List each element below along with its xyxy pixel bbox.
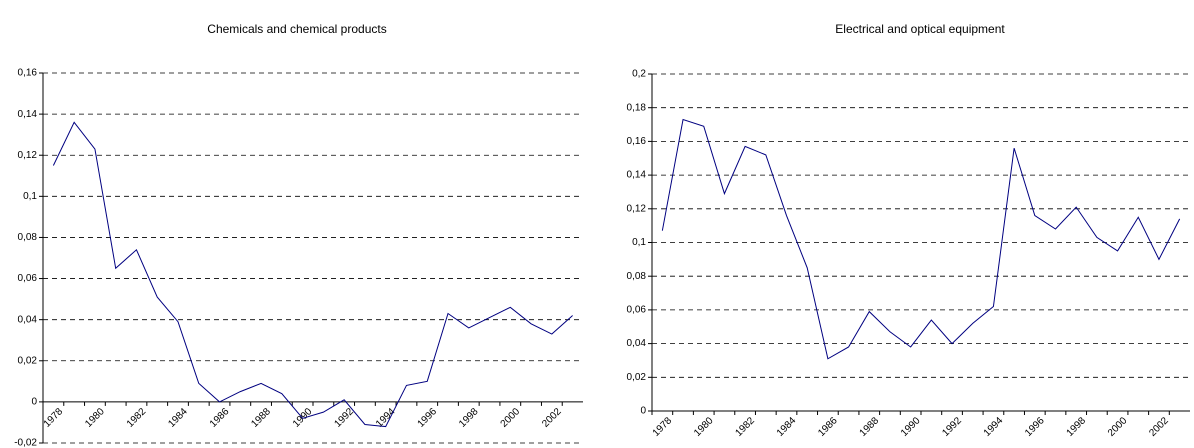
x-tick-label: 1986: [208, 406, 232, 430]
y-tick-label: 0,06: [627, 305, 647, 316]
y-tick-label: 0,08: [18, 232, 38, 243]
y-tick-label: 0: [31, 397, 37, 408]
y-tick-label: 0,12: [627, 203, 647, 214]
y-tick-label: -0,02: [14, 438, 37, 448]
x-tick-label: 1988: [249, 406, 273, 430]
x-tick-label: 1982: [125, 406, 149, 430]
x-tick-label: 1988: [858, 415, 882, 439]
y-tick-label: 0,16: [18, 68, 38, 79]
x-tick-label: 1978: [42, 406, 66, 430]
data-line: [52, 121, 573, 428]
x-tick-label: 1996: [416, 406, 440, 430]
chart-title: Electrical and optical equipment: [835, 22, 1005, 36]
x-tick-label: 2002: [1147, 415, 1171, 439]
y-tick-label: 0,02: [627, 372, 647, 383]
x-tick-label: 2000: [1106, 415, 1130, 439]
x-tick-label: 1982: [733, 415, 757, 439]
x-tick-label: 1984: [166, 406, 190, 430]
y-tick-label: 0,04: [18, 314, 38, 325]
x-tick-label: 1996: [1023, 415, 1047, 439]
x-tick-label: 1994: [982, 415, 1006, 439]
x-tick-label: 1980: [83, 406, 107, 430]
data-line: [661, 118, 1181, 360]
y-tick-label: 0,06: [18, 273, 38, 284]
y-tick-label: 0,1: [632, 237, 646, 248]
x-tick-label: 1984: [775, 415, 799, 439]
y-tick-label: 0,16: [627, 136, 647, 147]
y-tick-label: 0,12: [18, 150, 38, 161]
y-tick-label: 0,14: [18, 109, 38, 120]
y-tick-label: 0,14: [627, 170, 647, 181]
x-tick-label: 1990: [899, 415, 923, 439]
x-tick-label: 1986: [816, 415, 840, 439]
y-tick-label: 0,1: [23, 191, 37, 202]
y-tick-label: 0: [640, 406, 646, 417]
chart-title: Chemicals and chemical products: [207, 22, 386, 36]
x-tick-label: 2000: [499, 406, 523, 430]
x-tick-label: 1998: [457, 406, 481, 430]
x-tick-label: 1980: [692, 415, 716, 439]
x-tick-label: 2002: [540, 406, 564, 430]
x-tick-label: 1998: [1065, 415, 1089, 439]
y-tick-label: 0,08: [627, 271, 647, 282]
y-tick-label: 0,2: [632, 69, 646, 80]
x-tick-label: 1978: [651, 415, 675, 439]
y-tick-label: 0,18: [627, 102, 647, 113]
y-tick-label: 0,04: [627, 338, 647, 349]
x-tick-label: 1992: [940, 415, 964, 439]
y-tick-label: 0,02: [18, 355, 38, 366]
